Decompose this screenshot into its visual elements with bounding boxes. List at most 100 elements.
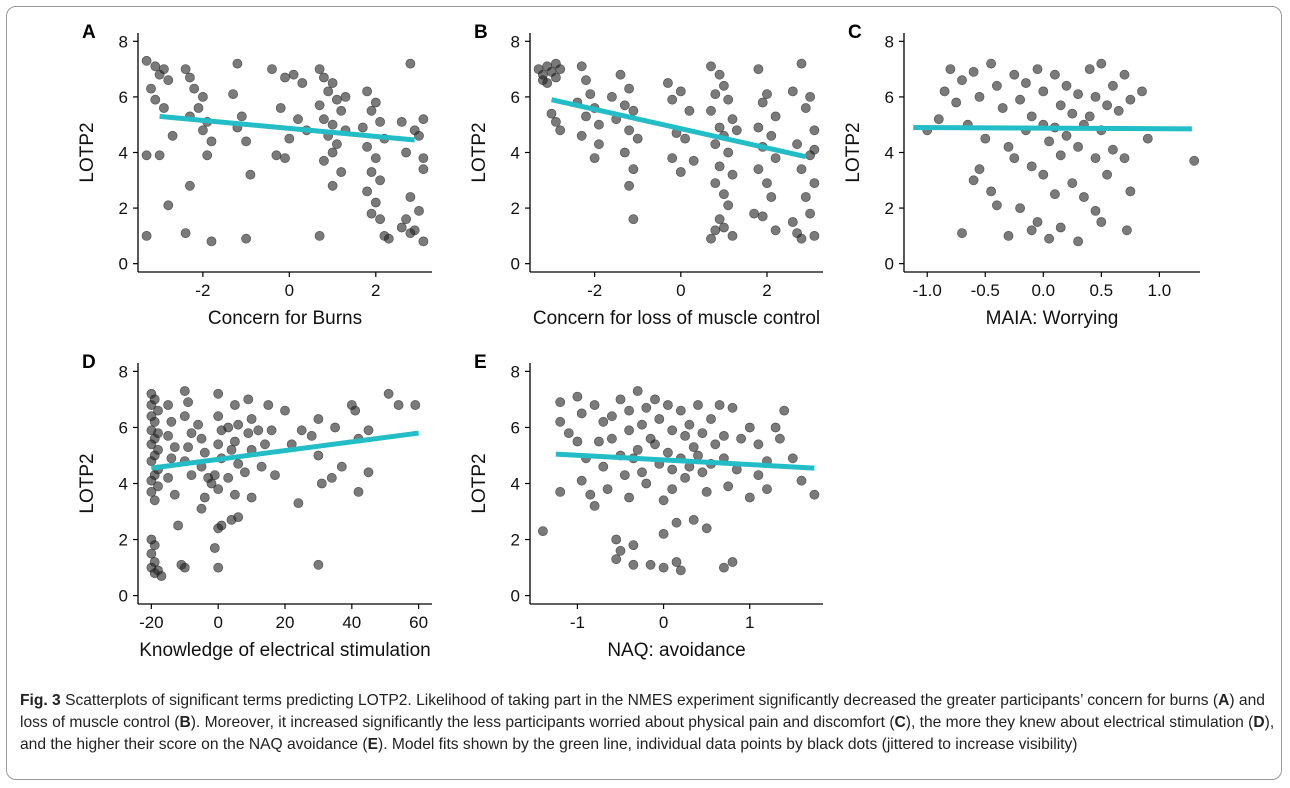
data-point	[632, 133, 643, 144]
data-point	[684, 105, 695, 116]
data-point	[723, 481, 734, 492]
data-point	[1044, 136, 1054, 147]
data-point	[179, 386, 190, 396]
data-point	[607, 433, 617, 444]
data-point	[163, 472, 173, 483]
data-point	[146, 475, 157, 486]
data-point	[199, 492, 210, 503]
data-point	[158, 64, 169, 74]
data-point	[753, 470, 764, 480]
caption-segment: ), and the higher their score on the NAQ…	[20, 714, 1275, 753]
data-point	[1055, 100, 1066, 111]
y-tick-label: 4	[511, 475, 520, 494]
panel-letter: A	[82, 22, 96, 43]
data-point	[396, 222, 407, 233]
x-tick-label: 0	[659, 613, 668, 632]
data-point	[330, 422, 340, 433]
data-point	[589, 500, 600, 511]
panel-d: D 0 2 4 6 8 -20 0 20 40 60 Knowledge of electrical …	[77, 352, 432, 661]
y-tick-label: 4	[885, 144, 894, 163]
data-point	[414, 130, 424, 141]
data-point	[727, 557, 738, 567]
data-point	[770, 111, 781, 122]
data-point	[624, 125, 634, 136]
data-point	[974, 92, 985, 102]
data-point	[366, 105, 377, 116]
panel-b: B 0 2 4 6 8 -2 0 2 Concern for loss of muscle con…	[469, 22, 823, 329]
data-point	[624, 492, 634, 503]
data-point	[263, 400, 274, 410]
data-point	[598, 416, 609, 427]
data-point	[184, 180, 195, 191]
data-point	[968, 175, 979, 186]
data-point	[163, 200, 174, 211]
data-point	[197, 92, 208, 102]
data-point	[213, 562, 224, 573]
data-point	[706, 61, 716, 72]
data-point	[1125, 94, 1136, 105]
data-point	[179, 562, 190, 573]
data-point	[632, 386, 643, 396]
y-tick-label: 8	[119, 362, 128, 381]
data-point	[787, 86, 798, 97]
data-point	[233, 512, 244, 522]
data-point	[671, 517, 682, 528]
data-point	[576, 408, 587, 419]
data-point	[293, 114, 303, 125]
data-point	[710, 439, 721, 450]
y-tick-label: 8	[885, 32, 894, 51]
data-point	[199, 447, 210, 458]
data-point	[589, 400, 600, 410]
data-point	[1055, 150, 1066, 161]
y-tick-label: 6	[511, 88, 520, 107]
data-point	[233, 419, 244, 430]
data-point	[1090, 205, 1101, 216]
data-point	[770, 422, 781, 433]
data-point	[796, 58, 807, 69]
data-point	[667, 94, 678, 105]
data-point	[809, 125, 820, 136]
data-point	[939, 86, 950, 97]
x-tick-label: 40	[342, 613, 361, 632]
data-point	[146, 400, 157, 410]
y-tick-label: 6	[885, 88, 894, 107]
data-point	[980, 133, 991, 144]
data-point	[723, 200, 734, 211]
y-tick-label: 8	[119, 32, 128, 51]
data-point	[229, 489, 240, 500]
data-point	[327, 119, 338, 130]
data-point	[658, 495, 669, 506]
data-point	[1090, 92, 1101, 102]
data-point	[551, 72, 561, 83]
data-point	[585, 89, 596, 99]
data-point	[223, 472, 234, 483]
data-point	[714, 69, 725, 80]
x-axis-label: Concern for loss of muscle control	[533, 308, 820, 329]
y-tick-label: 2	[119, 199, 128, 218]
data-point	[753, 64, 764, 74]
data-point	[149, 495, 160, 506]
x-tick-label: 60	[409, 613, 428, 632]
data-point	[650, 439, 660, 450]
data-point	[1009, 153, 1020, 163]
data-point	[637, 467, 647, 478]
data-point	[158, 103, 169, 113]
data-point	[800, 192, 811, 202]
data-point	[546, 108, 557, 119]
y-tick-label: 0	[119, 587, 128, 606]
data-point	[796, 233, 807, 244]
data-point	[1015, 203, 1025, 213]
panel-letter: E	[474, 352, 487, 373]
panel-letter: B	[474, 22, 488, 43]
data-point	[206, 236, 217, 247]
data-point	[418, 114, 429, 125]
data-point	[323, 86, 334, 97]
data-point	[357, 122, 368, 133]
x-tick-label: 0	[676, 281, 685, 300]
data-point	[260, 439, 270, 450]
data-point	[706, 233, 716, 244]
data-point	[1108, 144, 1118, 155]
data-point	[615, 69, 626, 80]
data-point	[628, 559, 639, 570]
